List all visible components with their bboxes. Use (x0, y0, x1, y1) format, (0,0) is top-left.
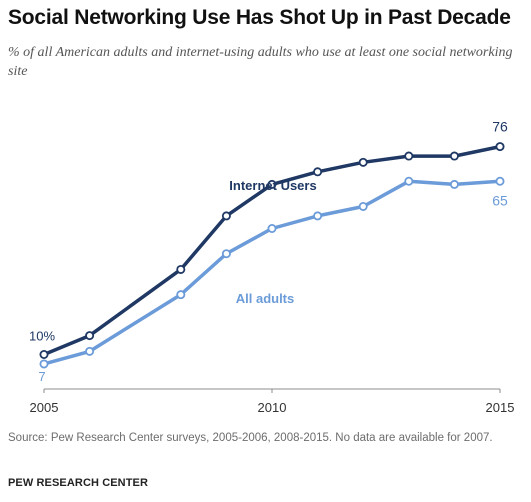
x-tick-label: 2015 (486, 400, 515, 415)
chart-subtitle: % of all American adults and internet-us… (8, 45, 513, 79)
data-point-internet-users (495, 142, 505, 152)
data-point-all-adults (39, 359, 49, 369)
data-point-internet-users (39, 349, 49, 359)
end-value-label-internet-users: 76 (492, 119, 508, 135)
x-tick-label: 2010 (258, 400, 287, 415)
series-line-internet-users (42, 144, 502, 357)
data-point-all-adults (358, 201, 368, 211)
end-value-label-all-adults: 65 (492, 192, 508, 208)
data-point-internet-users (85, 331, 95, 341)
data-point-all-adults (404, 176, 414, 186)
data-point-all-adults (495, 176, 505, 186)
data-point-all-adults (221, 249, 231, 259)
data-point-internet-users (176, 264, 186, 274)
data-point-all-adults (85, 346, 95, 356)
data-point-all-adults (267, 223, 277, 233)
data-point-internet-users (404, 151, 414, 161)
series-label-all-adults: All adults (236, 291, 295, 306)
start-value-label-all-adults: 7 (38, 369, 45, 384)
start-value-label-internet-users: 10% (29, 329, 55, 344)
source-note: Source: Pew Research Center surveys, 200… (8, 432, 493, 444)
data-point-internet-users (313, 167, 323, 177)
data-point-internet-users (267, 179, 277, 189)
series-line-all-adults (42, 179, 502, 366)
series-label-internet-users: Internet Users (229, 178, 316, 193)
brand-footer: PEW RESEARCH CENTER (8, 477, 149, 489)
data-point-all-adults (313, 211, 323, 221)
data-point-internet-users (221, 211, 231, 221)
data-point-internet-users (358, 157, 368, 167)
data-point-all-adults (176, 290, 186, 300)
data-point-all-adults (449, 179, 459, 189)
x-tick-label: 2005 (30, 400, 59, 415)
line-chart: 2005 2010 2015 10% 76 Internet Users 7 65 All ad… (29, 119, 515, 415)
data-point-internet-users (449, 151, 459, 161)
chart-title: Social Networking Use Has Shot Up in Pas… (8, 6, 511, 29)
